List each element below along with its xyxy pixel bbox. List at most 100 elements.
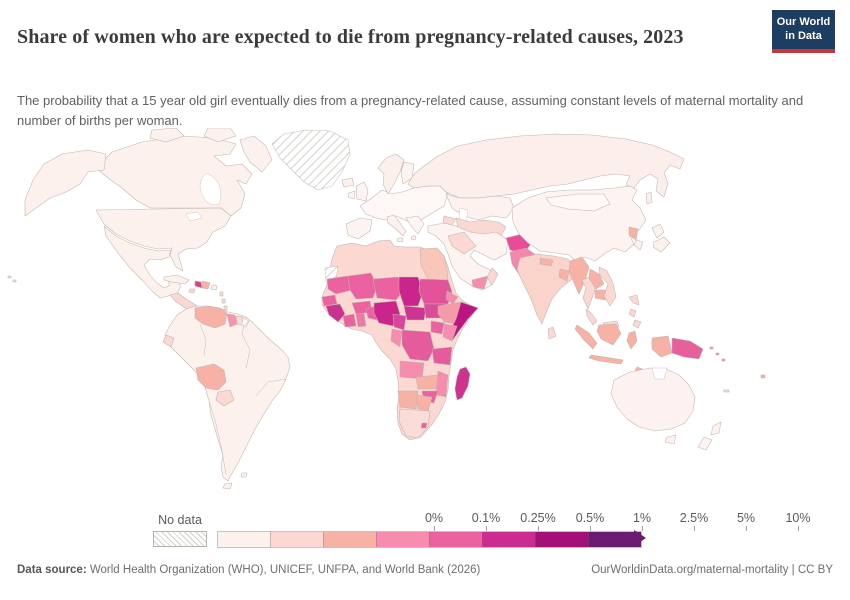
region-kazakhstan[interactable]	[445, 193, 515, 221]
region-zambia[interactable]	[415, 374, 439, 390]
region-arctic-islands[interactable]	[149, 127, 273, 173]
region-madagascar[interactable]	[454, 366, 471, 401]
region-scandinavia[interactable]	[377, 153, 405, 195]
region-drc[interactable]	[401, 329, 435, 362]
region-lesser-antilles[interactable]	[219, 291, 228, 311]
region-ireland[interactable]	[347, 190, 356, 200]
region-ecuador[interactable]	[162, 334, 175, 348]
owid-logo[interactable]: Our World in Data	[772, 10, 835, 53]
region-china[interactable]	[511, 185, 647, 262]
region-yemen[interactable]	[471, 275, 489, 290]
region-haiti[interactable]	[194, 280, 203, 289]
region-united-kingdom[interactable]	[355, 181, 369, 202]
owid-link[interactable]: OurWorldinData.org/maternal-mortality | …	[591, 564, 833, 576]
region-canada[interactable]	[95, 135, 253, 217]
region-iraq-syria[interactable]	[447, 231, 477, 255]
region-sri-lanka[interactable]	[547, 326, 557, 340]
region-sumatra[interactable]	[574, 324, 598, 350]
hudson-bay	[199, 173, 222, 206]
region-vietnam[interactable]	[598, 266, 617, 307]
region-sulawesi[interactable]	[626, 330, 638, 350]
region-fiji[interactable]	[760, 374, 766, 379]
region-europe-core[interactable]	[359, 185, 449, 225]
region-congo-gabon[interactable]	[390, 328, 403, 348]
legend-tick	[486, 526, 487, 531]
region-australia[interactable]	[610, 367, 696, 432]
region-papua-new-guinea[interactable]	[671, 337, 704, 360]
region-niger[interactable]	[372, 276, 405, 301]
region-french-guiana-nodata[interactable]	[241, 317, 250, 328]
region-iberia[interactable]	[345, 217, 373, 240]
region-tierra-del-fuego[interactable]	[222, 482, 233, 490]
region-alaska[interactable]	[24, 149, 107, 217]
region-philippines[interactable]	[628, 294, 642, 329]
no-data-swatch[interactable]	[153, 531, 207, 547]
region-cuba[interactable]	[163, 274, 190, 285]
region-java[interactable]	[588, 354, 624, 365]
region-kenya[interactable]	[442, 323, 458, 342]
region-central-african-republic[interactable]	[403, 305, 427, 321]
legend-bin[interactable]	[270, 532, 323, 547]
region-lesotho[interactable]	[420, 422, 428, 429]
region-greenland-nodata[interactable]	[271, 129, 351, 191]
region-uganda[interactable]	[430, 320, 445, 335]
region-cote-divoire[interactable]	[342, 313, 357, 328]
region-laos[interactable]	[588, 268, 605, 290]
legend-bin[interactable]	[535, 532, 588, 547]
region-mauritania[interactable]	[326, 275, 353, 295]
region-russia[interactable]	[407, 133, 685, 199]
region-angola[interactable]	[399, 360, 425, 380]
region-solomon-islands[interactable]	[709, 346, 726, 362]
legend-tick-label: 0.5%	[575, 511, 605, 525]
region-iceland[interactable]	[341, 177, 355, 188]
region-finland[interactable]	[400, 161, 415, 185]
region-chad[interactable]	[398, 276, 424, 307]
region-middle-east[interactable]	[427, 222, 509, 291]
legend-tick-label: 10%	[785, 511, 811, 525]
region-italy[interactable]	[386, 214, 407, 243]
legend-tick-label: 0%	[424, 511, 444, 525]
legend-bin[interactable]	[429, 532, 482, 547]
region-new-caledonia[interactable]	[723, 389, 730, 393]
region-tanzania[interactable]	[431, 346, 453, 366]
region-south-africa[interactable]	[398, 408, 431, 439]
region-ghana[interactable]	[355, 312, 367, 328]
region-hawaii[interactable]	[7, 275, 17, 283]
region-mongolia[interactable]	[545, 193, 611, 212]
region-sakhalin[interactable]	[645, 191, 653, 205]
region-west-papua[interactable]	[651, 335, 673, 358]
region-puerto-rico[interactable]	[210, 284, 218, 291]
region-bolivia[interactable]	[195, 363, 227, 391]
region-jamaica[interactable]	[188, 288, 196, 294]
region-south-korea[interactable]	[633, 239, 644, 251]
region-new-zealand[interactable]	[697, 421, 722, 451]
region-oman[interactable]	[486, 267, 499, 286]
region-dominican-republic[interactable]	[201, 280, 211, 290]
region-bangladesh[interactable]	[558, 268, 570, 282]
region-balkans-greece[interactable]	[405, 215, 425, 241]
region-falklands[interactable]	[240, 472, 248, 478]
legend-bin[interactable]	[588, 532, 641, 547]
region-senegal[interactable]	[321, 294, 338, 307]
region-somalia[interactable]	[449, 301, 479, 342]
region-japan[interactable]	[651, 223, 671, 253]
region-mexico[interactable]	[103, 225, 182, 299]
region-namibia[interactable]	[397, 390, 419, 410]
region-nepal[interactable]	[539, 257, 554, 267]
region-guinea[interactable]	[325, 303, 346, 323]
legend-bin[interactable]	[323, 532, 376, 547]
legend-bin[interactable]	[482, 532, 535, 547]
region-myanmar[interactable]	[568, 256, 590, 295]
region-borneo-indonesia[interactable]	[596, 323, 622, 346]
legend-bin[interactable]	[376, 532, 429, 547]
region-paraguay[interactable]	[215, 389, 235, 407]
region-usa[interactable]	[95, 207, 232, 272]
region-cambodia[interactable]	[594, 289, 608, 301]
no-data-label: No data	[158, 513, 202, 527]
legend-bin[interactable]	[218, 532, 270, 547]
region-mali[interactable]	[347, 272, 378, 300]
region-tasmania[interactable]	[664, 434, 677, 445]
region-malawi-mozambique[interactable]	[435, 370, 449, 398]
region-egypt[interactable]	[419, 247, 449, 281]
region-venezuela[interactable]	[194, 305, 228, 329]
